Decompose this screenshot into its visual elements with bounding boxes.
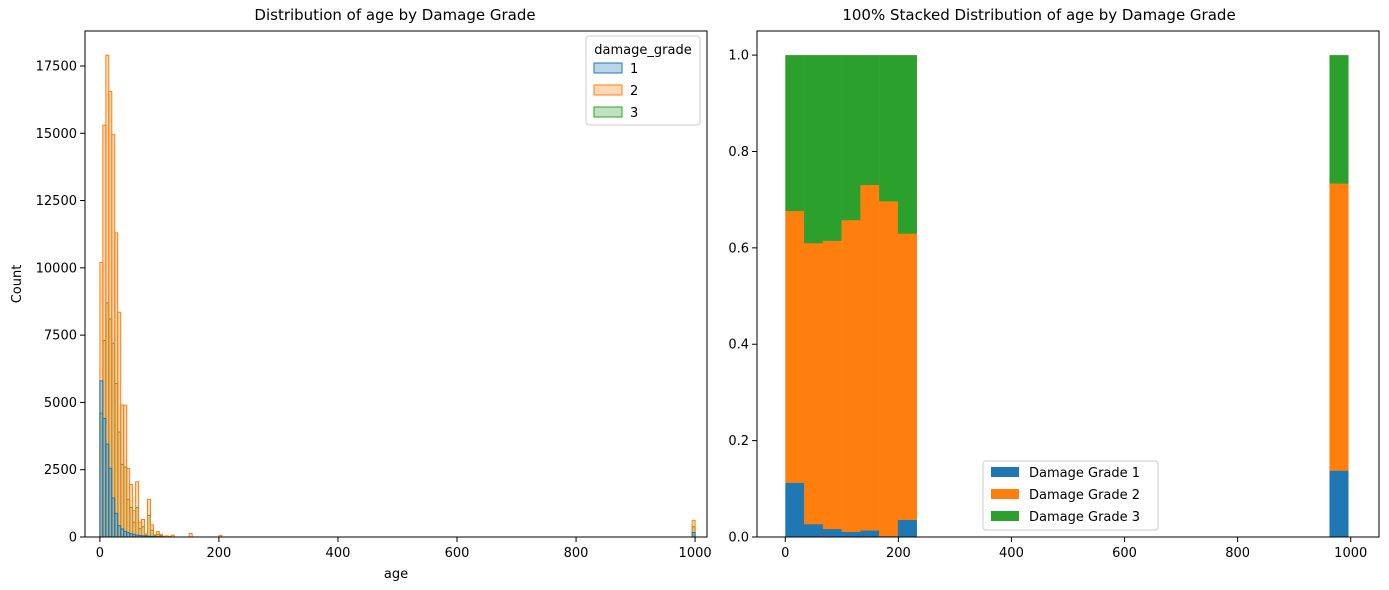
stacked-bar-grade-3 bbox=[785, 55, 805, 212]
left-x-axis-ticks: 0 200 400 600 800 1000 bbox=[96, 537, 712, 561]
right-y-axis-ticks: 0.0 0.2 0.4 0.6 0.8 1.0 bbox=[728, 49, 757, 546]
stacked-bar-grade-2 bbox=[1329, 183, 1349, 471]
left-legend-title: damage_grade bbox=[594, 43, 691, 58]
x-tick-label: 600 bbox=[445, 546, 470, 561]
stacked-bar-grade-2 bbox=[879, 201, 899, 537]
right-chart-title: 100% Stacked Distribution of age by Dama… bbox=[842, 6, 1235, 24]
y-tick-label: 15000 bbox=[36, 127, 77, 142]
left-chart-title: Distribution of age by Damage Grade bbox=[254, 6, 535, 24]
histogram-bar-grade-2 bbox=[188, 533, 193, 538]
stacked-bar-grade-3 bbox=[804, 55, 824, 244]
right-legend-label-3: Damage Grade 3 bbox=[1029, 510, 1140, 525]
stacked-bar-grade-2 bbox=[785, 210, 805, 483]
x-tick-label: 600 bbox=[1112, 546, 1137, 561]
stacked-bar-grade-1 bbox=[1329, 470, 1349, 538]
stacked-bar-grade-1 bbox=[785, 482, 805, 538]
right-plot-frame bbox=[756, 30, 1380, 538]
x-tick-label: 200 bbox=[886, 546, 911, 561]
right-legend: Damage Grade 1 Damage Grade 2 Damage Gra… bbox=[982, 460, 1159, 531]
stacked-bar-grade-3 bbox=[879, 55, 899, 202]
right-legend-swatch-1 bbox=[991, 467, 1019, 477]
x-tick-label: 400 bbox=[999, 546, 1024, 561]
left-legend-label-3: 3 bbox=[630, 106, 638, 121]
y-tick-label: 5000 bbox=[44, 396, 77, 411]
x-tick-label: 200 bbox=[207, 546, 232, 561]
left-legend-swatch-3 bbox=[593, 106, 623, 118]
left-legend-box bbox=[585, 35, 701, 126]
x-tick-label: 400 bbox=[326, 546, 351, 561]
right-legend-box bbox=[982, 460, 1159, 531]
left-chart: Distribution of age by Damage Grade 0 200… bbox=[10, 6, 712, 582]
stacked-bar-grade-3 bbox=[822, 55, 842, 241]
y-tick-label: 0.0 bbox=[728, 531, 749, 546]
left-legend: damage_grade 1 2 3 bbox=[585, 35, 701, 126]
y-tick-label: 12500 bbox=[36, 194, 77, 209]
y-tick-label: 0 bbox=[69, 531, 77, 546]
right-legend-label-1: Damage Grade 1 bbox=[1029, 466, 1140, 481]
x-tick-label: 1000 bbox=[1334, 546, 1367, 561]
stacked-bar-grade-2 bbox=[841, 219, 861, 532]
right-x-axis-ticks: 0 200 400 600 800 1000 bbox=[781, 537, 1367, 561]
stacked-bar-grade-1 bbox=[841, 531, 861, 538]
y-tick-label: 0.4 bbox=[728, 338, 749, 353]
histogram-bar-grade-1 bbox=[691, 531, 696, 538]
left-legend-label-2: 2 bbox=[630, 84, 638, 99]
left-y-axis-label: Count bbox=[10, 265, 25, 304]
right-legend-swatch-3 bbox=[991, 511, 1019, 521]
stacked-bar-grade-2 bbox=[804, 243, 824, 525]
stacked-bar-grade-3 bbox=[1329, 55, 1349, 184]
y-tick-label: 1.0 bbox=[728, 49, 749, 64]
x-tick-label: 800 bbox=[1225, 546, 1250, 561]
left-legend-swatch-1 bbox=[593, 62, 623, 74]
left-legend-swatch-2 bbox=[593, 84, 623, 96]
y-tick-label: 2500 bbox=[44, 463, 77, 478]
x-tick-label: 1000 bbox=[679, 546, 712, 561]
stacked-bar-grade-1 bbox=[822, 528, 842, 538]
left-x-axis-label: age bbox=[384, 567, 408, 582]
stacked-bar-grade-3 bbox=[841, 55, 861, 221]
x-tick-label: 800 bbox=[564, 546, 589, 561]
stacked-bar-grade-2 bbox=[822, 240, 842, 530]
right-stacked-bars bbox=[785, 55, 1349, 538]
stacked-bar-grade-1 bbox=[897, 519, 917, 538]
y-tick-label: 0.2 bbox=[728, 434, 749, 449]
stacked-bar-grade-2 bbox=[897, 233, 917, 520]
right-legend-label-2: Damage Grade 2 bbox=[1029, 488, 1140, 503]
left-plot-frame bbox=[84, 30, 708, 538]
y-tick-label: 10000 bbox=[36, 261, 77, 276]
stacked-bar-grade-1 bbox=[804, 523, 824, 538]
x-tick-label: 0 bbox=[781, 546, 789, 561]
x-tick-label: 0 bbox=[96, 546, 104, 561]
stacked-bar-grade-2 bbox=[860, 184, 880, 531]
left-y-axis-ticks: 0 2500 5000 7500 10000 12500 15000 17500 bbox=[36, 59, 85, 546]
y-tick-label: 7500 bbox=[44, 329, 77, 344]
y-tick-label: 17500 bbox=[36, 59, 77, 74]
right-chart: 100% Stacked Distribution of age by Dama… bbox=[728, 6, 1380, 561]
y-tick-label: 0.6 bbox=[728, 241, 749, 256]
stacked-bar-grade-1 bbox=[860, 530, 880, 538]
stacked-bar-grade-3 bbox=[897, 55, 917, 234]
y-tick-label: 0.8 bbox=[728, 145, 749, 160]
right-legend-swatch-2 bbox=[991, 489, 1019, 499]
stacked-bar-grade-3 bbox=[860, 55, 880, 186]
left-legend-label-1: 1 bbox=[630, 62, 638, 77]
